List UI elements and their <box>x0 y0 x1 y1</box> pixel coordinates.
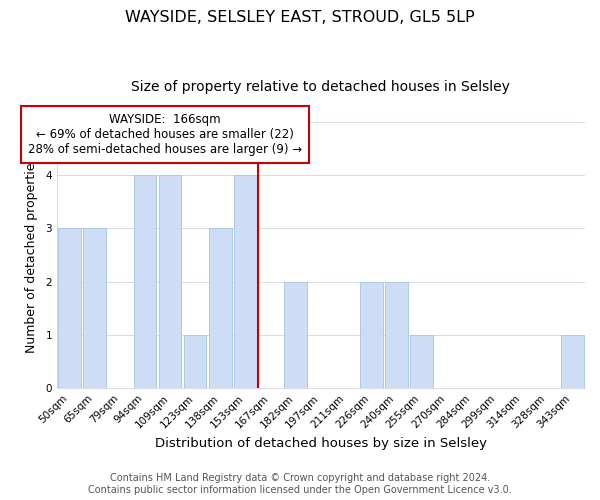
Text: WAYSIDE:  166sqm
← 69% of detached houses are smaller (22)
28% of semi-detached : WAYSIDE: 166sqm ← 69% of detached houses… <box>28 114 302 156</box>
Text: WAYSIDE, SELSLEY EAST, STROUD, GL5 5LP: WAYSIDE, SELSLEY EAST, STROUD, GL5 5LP <box>125 10 475 25</box>
Y-axis label: Number of detached properties: Number of detached properties <box>25 156 38 354</box>
Bar <box>184 335 206 388</box>
Bar <box>83 228 106 388</box>
Bar <box>561 335 584 388</box>
Bar <box>410 335 433 388</box>
Text: Contains HM Land Registry data © Crown copyright and database right 2024.
Contai: Contains HM Land Registry data © Crown c… <box>88 474 512 495</box>
Bar <box>234 175 257 388</box>
X-axis label: Distribution of detached houses by size in Selsley: Distribution of detached houses by size … <box>155 437 487 450</box>
Title: Size of property relative to detached houses in Selsley: Size of property relative to detached ho… <box>131 80 511 94</box>
Bar <box>159 175 181 388</box>
Bar <box>58 228 81 388</box>
Bar <box>284 282 307 389</box>
Bar <box>360 282 383 389</box>
Bar <box>385 282 407 389</box>
Bar <box>134 175 156 388</box>
Bar <box>209 228 232 388</box>
